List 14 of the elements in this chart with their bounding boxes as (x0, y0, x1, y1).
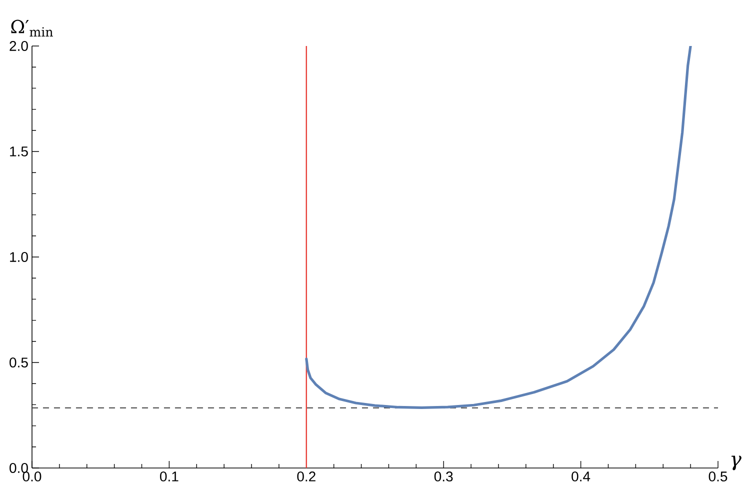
y-tick-label: 1.5 (10, 146, 28, 156)
x-tick-label: 0.4 (572, 472, 590, 482)
y-tick-label: 0.5 (10, 358, 28, 368)
x-tick-label: 0.3 (434, 472, 453, 482)
y-axis-title: Ω′$_{min}$ (11, 20, 53, 36)
x-tick-label: 0.0 (22, 472, 42, 482)
y-tick-label: 0.0 (10, 463, 28, 473)
x-tick-label: 0.2 (297, 472, 316, 482)
line-series (305, 46, 692, 409)
x-tick-label: 0.5 (708, 472, 728, 482)
y-tick-label: 2.0 (10, 41, 28, 51)
x-tick-label: 0.1 (160, 472, 178, 482)
x-axis-title: γ (731, 456, 742, 470)
y-tick-label: 1.0 (10, 252, 28, 262)
